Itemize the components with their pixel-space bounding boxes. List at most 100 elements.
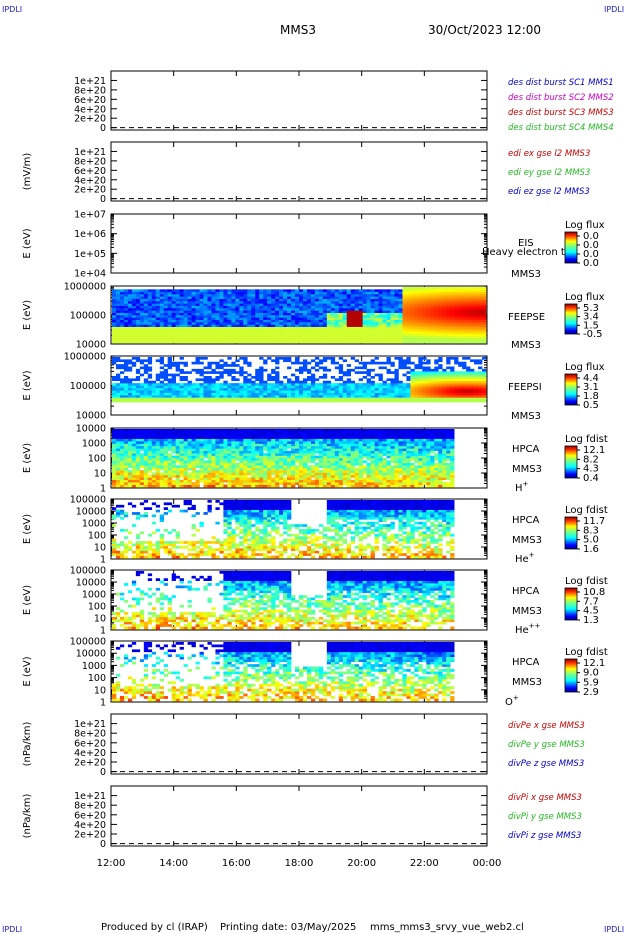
spectrogram-cell [434,336,439,339]
spectrogram-cell [283,336,288,339]
spectrogram-cell [175,482,180,485]
spectrogram-cell [334,326,340,330]
spectrogram-cell [215,392,220,396]
spectrogram-cell [215,438,220,442]
spectrogram-cell [374,385,379,389]
spectrogram-cell [187,438,192,442]
spectrogram-cell [259,472,264,476]
spectrogram-cell [263,433,268,437]
spectrogram-cell [394,376,399,379]
spectrogram-cell [462,294,467,297]
spectrogram-cell [382,315,387,318]
spectrogram-cell [191,303,196,306]
y-tick-label: 8e+20 [74,156,106,167]
spectrogram-cell [295,460,300,464]
spectrogram-cell [159,397,165,401]
spectrogram-cell [291,291,296,295]
spectrogram-cell [275,380,280,384]
spectrogram-cell [378,336,383,339]
spectrogram-cell [239,340,244,344]
spectrogram-cell [207,438,212,442]
spectrogram-cell [279,310,284,313]
spectrogram-cell [366,368,371,372]
spectrogram-cell [350,291,355,295]
spectrogram-cell [135,438,141,442]
spectrogram-cell [135,479,141,483]
spectrogram-cell [215,312,220,316]
spectrogram-cell [418,305,423,309]
spectrogram-cell [295,470,300,473]
spectrogram-cell [350,305,355,309]
spectrogram-cell [458,397,463,401]
spectrogram-cell [334,338,340,341]
spectrogram-cell [406,399,411,403]
spectrogram-cell [446,383,451,386]
spectrogram-cell [474,395,479,398]
spectrogram-cell [306,331,312,334]
spectrogram-cell [426,308,431,311]
spectrogram-cell [207,433,212,437]
spectrogram-cell [358,399,363,403]
spectrogram-cell [267,336,272,339]
spectrogram-cell [207,453,212,456]
spectrogram-cell [482,305,487,309]
spectrogram-cell [183,399,188,403]
spectrogram-cell [183,376,188,379]
spectrogram-cell [374,338,379,341]
spectrogram-cell [354,322,359,325]
spectrogram-cell [326,308,332,311]
spectrogram-cell [378,324,383,327]
spectrogram-cell [283,296,288,299]
spectrogram-cell [275,333,280,337]
spectrogram-cell [442,380,447,384]
spectrogram-cell [175,329,180,332]
spectrogram-cell [247,301,252,304]
spectrogram-cell [247,395,252,398]
spectrogram-cell [219,460,224,464]
spectrogram-cell [151,453,157,456]
spectrogram-cell [299,383,304,386]
spectrogram-cell [434,324,439,327]
spectrogram-cell [422,319,427,323]
spectrogram-cell [346,319,352,323]
legend-entry: des dist burst SC2 MMS2 [508,93,614,103]
spectrogram-cell [478,296,483,299]
spectrogram-cell [227,364,232,367]
spectrogram-cell [251,326,256,330]
spectrogram-cell [171,392,176,396]
spectrogram-cell [255,291,260,295]
spectrogram-cell [255,477,260,481]
spectrogram-cell [255,397,260,401]
spectrogram-cell [207,387,212,391]
spectrogram-cell [458,380,463,384]
spectrogram-cell [247,373,252,377]
spectrogram-cell [147,390,153,393]
spectrogram-cell [275,357,280,360]
spectrogram-cell [251,436,256,439]
spectrogram-cell [171,395,176,398]
spectrogram-cell [119,438,125,442]
spectrogram-cell [243,319,248,323]
spectrogram-cell [378,329,383,332]
spectrogram-cell [478,329,483,332]
spectrogram-cell [112,333,117,337]
spectrogram-cell [478,319,483,323]
spectrogram-cell [163,448,168,452]
spectrogram-cell [143,385,149,389]
spectrogram-cell [223,296,228,299]
spectrogram-cell [310,385,316,389]
spectrogram-cell [203,392,208,396]
spectrogram-cell [231,301,236,304]
spectrogram-cell [362,387,367,391]
spectrogram-cell [195,324,200,327]
spectrogram-cell [207,380,212,384]
spectrogram-cell [406,357,411,360]
spectrogram-cell [263,443,268,447]
spectrogram-cell [215,317,220,320]
spectrogram-cell [434,333,439,337]
spectrogram-cell [179,390,184,393]
spectrogram-cell [410,312,415,316]
spectrogram-cell [291,329,296,332]
spectrogram-cell [418,308,423,311]
